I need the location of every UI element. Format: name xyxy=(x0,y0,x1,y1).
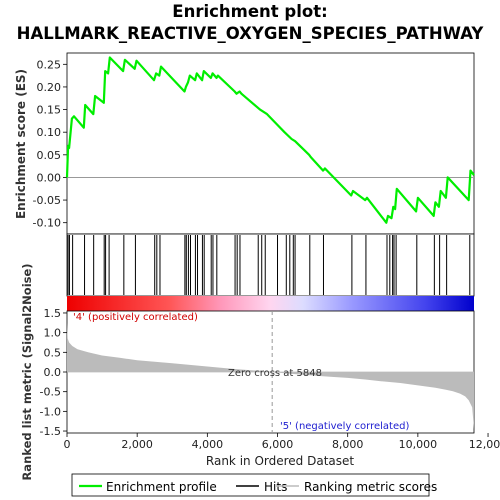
metric-y-tick-label: 0.0 xyxy=(44,366,62,379)
es-y-axis: 0.25 0.20 0.15 0.10 0.05 0.00 -0.05 -0.10 xyxy=(33,58,67,230)
metric-x-axis: 0 2,000 4,000 6,000 8,000 10,000 12,000 xyxy=(64,433,500,451)
metric-y-tick-label: -0.5 xyxy=(40,386,61,399)
legend-metric-label: Ranking metric scores xyxy=(304,480,437,494)
x-tick-label: 10,000 xyxy=(399,438,438,451)
x-tick-label: 2,000 xyxy=(121,438,153,451)
zero-cross-label: Zero cross at 5848 xyxy=(228,368,322,379)
positive-correlation-label: '4' (positively correlated) xyxy=(73,312,198,323)
metric-y-tick-label: 0.5 xyxy=(44,346,62,359)
metric-y-tick-label: -1.5 xyxy=(40,425,61,438)
es-y-tick-label: 0.15 xyxy=(37,104,62,117)
es-plot-frame xyxy=(66,52,475,235)
es-y-tick-label: 0.10 xyxy=(37,126,62,139)
metric-y-axis: 1.5 1.0 0.5 0.0 -0.5 -1.0 -1.5 xyxy=(40,307,67,438)
metric-y-axis-label: Ranked list metric (Signal2Noise) xyxy=(20,263,34,480)
x-axis-label: Rank in Ordered Dataset xyxy=(206,454,354,468)
x-tick-label: 8,000 xyxy=(332,438,364,451)
rank-color-bar xyxy=(67,296,474,311)
legend-box xyxy=(71,473,430,497)
chart-title-line2: HALLMARK_REACTIVE_OXYGEN_SPECIES_PATHWAY xyxy=(17,24,485,43)
metric-y-tick-label: 1.0 xyxy=(44,327,62,340)
metric-y-tick-label: 1.5 xyxy=(44,307,62,320)
x-tick-label: 12,000 xyxy=(469,438,500,451)
es-y-tick-label: 0.25 xyxy=(37,58,62,71)
es-y-tick-label: -0.05 xyxy=(33,194,61,207)
x-tick-label: 4,000 xyxy=(192,438,224,451)
es-y-axis-label: Enrichment score (ES) xyxy=(14,69,28,219)
chart-title-line1: Enrichment plot: xyxy=(172,2,327,21)
es-y-tick-label: 0.20 xyxy=(37,81,62,94)
x-tick-label: 0 xyxy=(64,438,71,451)
ranking-metric-area xyxy=(67,322,474,430)
metric-y-tick-label: -1.0 xyxy=(40,405,61,418)
hits-panel-frame xyxy=(66,233,475,297)
es-y-tick-label: -0.10 xyxy=(33,217,61,230)
negative-correlation-label: '5' (negatively correlated) xyxy=(280,421,409,432)
x-tick-label: 6,000 xyxy=(262,438,294,451)
hits-marks xyxy=(67,235,471,295)
legend-hits-label: Hits xyxy=(264,480,287,494)
es-y-tick-label: 0.05 xyxy=(37,149,62,162)
es-y-tick-label: 0.00 xyxy=(37,171,62,184)
legend-profile-label: Enrichment profile xyxy=(106,480,217,494)
enrichment-profile-line xyxy=(65,56,475,224)
